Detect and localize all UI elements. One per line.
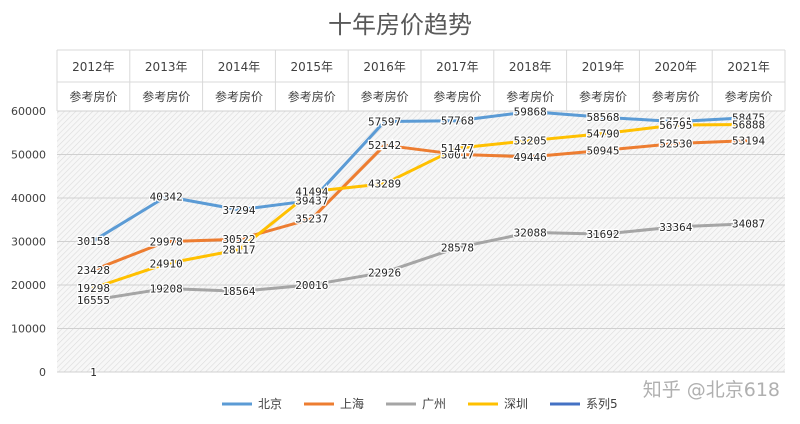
data-label: 20016 [295,279,328,292]
data-label: 30522 [222,233,255,246]
data-label: 22926 [368,266,401,279]
category-sublabel: 参考房价 [288,89,336,104]
data-label: 24910 [150,258,183,271]
data-label: 37294 [222,204,255,217]
y-tick-label: 0 [39,366,46,379]
category-label: 2016年 [363,60,406,74]
y-tick-label: 10000 [11,323,46,336]
category-sublabel: 参考房价 [142,89,190,104]
category-sublabel: 参考房价 [652,89,700,104]
data-label: 52530 [659,137,692,150]
data-label: 50945 [586,144,619,157]
data-label: 28578 [441,242,474,255]
category-label: 2014年 [218,60,261,74]
category-label: 2017年 [436,60,479,74]
series-line-北京 [91,110,751,243]
data-label: 41494 [295,186,328,199]
series-lines [91,110,751,302]
y-tick-label: 20000 [11,279,46,292]
category-label: 2021年 [727,60,770,74]
legend-item: 深圳 [504,397,528,411]
category-label: 2013年 [145,60,188,74]
data-label: 16555 [77,294,110,307]
category-label: 2019年 [582,60,625,74]
category-sublabel: 参考房价 [506,89,554,104]
category-sublabel: 参考房价 [433,89,481,104]
data-label: 31692 [586,228,619,241]
category-label: 2018年 [509,60,552,74]
data-label: 58475 [732,112,765,125]
data-label: 33364 [659,221,692,234]
category-sublabel: 参考房价 [361,89,409,104]
data-label: 53205 [514,135,547,148]
data-label: 32088 [514,226,547,239]
data-label: 54790 [586,128,619,141]
data-label: 23428 [77,264,110,277]
category-sublabel: 参考房价 [725,89,773,104]
data-labels: 30158 40342 37294 39437 57597 57768 59868 58568… [76,104,767,380]
data-label: 52142 [368,139,401,152]
data-label: 19208 [150,282,183,295]
data-label: 57561 [659,116,692,129]
data-label: 34087 [732,218,765,231]
data-label: 53194 [732,135,765,148]
data-label: 28117 [222,244,255,257]
data-label: 30158 [77,235,110,248]
data-label: 35237 [295,213,328,226]
y-tick-label: 50000 [11,149,46,162]
category-sublabel: 参考房价 [579,89,627,104]
data-label: 59868 [514,106,547,119]
data-label: 43289 [368,178,401,191]
legend-item: 广州 [422,397,446,411]
data-label: 57768 [441,115,474,128]
chart-title: 十年房价趋势 [328,11,472,39]
series-line-上海 [91,139,751,272]
data-label: 56795 [659,119,692,132]
data-label: 19298 [77,282,110,295]
y-tick-label: 30000 [11,236,46,249]
y-tick-label: 60000 [11,105,46,118]
legend-item: 上海 [340,396,364,411]
series-line-深圳 [91,123,751,290]
data-label: 1 [90,366,97,379]
watermark-text: 知乎 @北京618 [643,379,780,401]
data-label: 51477 [441,142,474,155]
data-label: 49446 [514,151,547,164]
data-label: 18564 [222,285,255,298]
legend: 北京 上海 广州 深圳 系列5 [222,396,618,411]
data-label: 39437 [295,194,328,207]
data-label: 40342 [150,191,183,204]
data-label: 50017 [441,148,474,161]
category-sublabel: 参考房价 [215,89,263,104]
y-axis: 0 10000 20000 30000 40000 50000 60000 [11,105,46,379]
data-label: 57597 [368,115,401,128]
data-label: 58568 [586,111,619,124]
series-line-广州 [91,222,751,302]
category-sublabel: 参考房价 [69,89,117,104]
category-label: 2020年 [655,60,698,74]
category-label: 2012年 [72,60,115,74]
data-label: 56888 [732,119,765,132]
category-label: 2015年 [291,60,334,74]
data-label: 29978 [150,236,183,249]
legend-item: 北京 [258,397,282,411]
y-tick-label: 40000 [11,192,46,205]
legend-item: 系列5 [586,397,618,411]
